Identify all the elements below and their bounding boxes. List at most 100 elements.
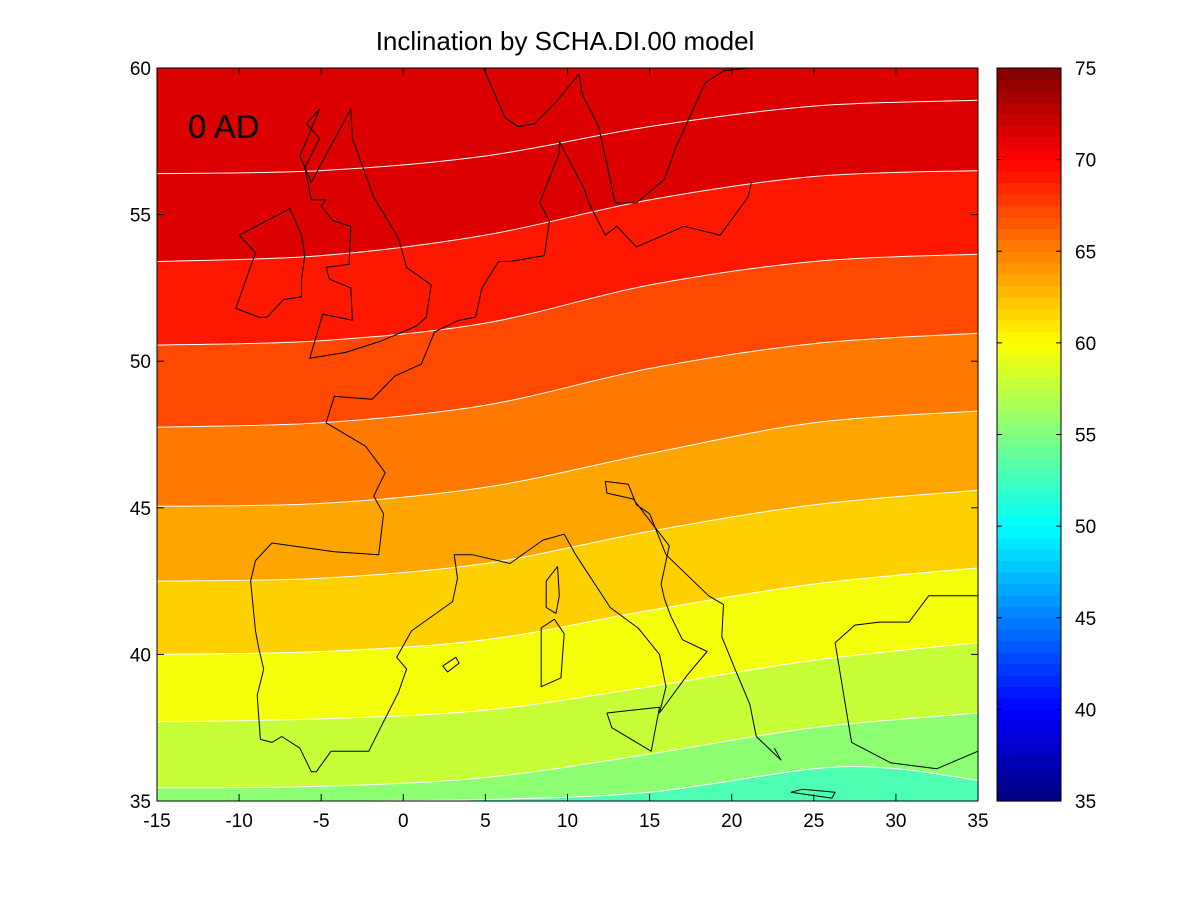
x-tick-label: -15	[143, 811, 170, 832]
colorbar-strip	[997, 171, 1061, 184]
colorbar-strip	[997, 423, 1061, 436]
colorbar-strip	[997, 537, 1061, 550]
x-tick-label: 30	[885, 811, 906, 832]
isoline-58	[157, 642, 978, 723]
coastline-corsica	[545, 566, 560, 614]
colorbar-strip	[997, 743, 1061, 756]
colorbar-strip	[997, 113, 1061, 126]
coastline-ireland	[235, 208, 306, 318]
colorbar-strip	[997, 571, 1061, 584]
colorbar-strip	[997, 388, 1061, 401]
colorbar-strip	[997, 514, 1061, 527]
colorbar-tick-label: 60	[1075, 334, 1096, 355]
coastline-sardinia	[540, 618, 565, 688]
isoline-56	[157, 712, 978, 789]
colorbar-strip	[997, 136, 1061, 149]
colorbar: 35 40 45 50 55 60 65 70 75	[996, 59, 1096, 813]
colorbar-tick-label: 75	[1075, 59, 1096, 80]
colorbar-strip	[997, 503, 1061, 516]
colorbar-strip	[997, 411, 1061, 424]
colorbar-strip	[997, 159, 1061, 172]
colorbar-strip	[997, 594, 1061, 607]
colorbar-strip	[997, 709, 1061, 722]
colorbar-strip	[997, 365, 1061, 378]
colorbar-strip	[997, 686, 1061, 699]
colorbar-strip	[997, 457, 1061, 470]
isoline-70	[157, 170, 978, 262]
colorbar-strip	[997, 239, 1061, 252]
colorbar-tick-label: 65	[1075, 242, 1096, 263]
colorbar-strip	[997, 755, 1061, 768]
y-axis-ticks: 35 40 45 50 55 60	[130, 59, 978, 813]
colorbar-strip	[997, 778, 1061, 791]
colorbar-strip	[997, 193, 1061, 207]
colorbar-strip	[997, 251, 1061, 264]
colorbar-strip	[997, 354, 1061, 367]
colorbar-tick-label: 50	[1075, 517, 1096, 538]
colorbar-strip	[997, 697, 1061, 710]
colorbar-strip	[997, 652, 1061, 665]
colorbar-strip	[997, 480, 1061, 493]
x-tick-label: 25	[803, 811, 824, 832]
colorbar-tick-label: 55	[1075, 426, 1096, 447]
colorbar-strip	[997, 262, 1061, 275]
colorbar-strip	[997, 617, 1061, 630]
x-tick-label: 0	[398, 811, 409, 832]
colorbar-strip	[997, 526, 1061, 539]
coastline-iberia-france-italy-balkans-mainland	[250, 480, 782, 773]
x-tick-label: 15	[639, 811, 660, 832]
colorbar-strip	[997, 102, 1061, 115]
x-tick-label: 35	[967, 811, 988, 832]
colorbar-tick-label: 40	[1075, 700, 1096, 721]
colorbar-strip	[997, 319, 1061, 333]
colorbar-tick-label: 45	[1075, 609, 1096, 630]
isoline-68	[157, 253, 978, 346]
isoline-62	[157, 489, 978, 582]
colorbar-strip	[997, 331, 1061, 344]
colorbar-strip	[997, 68, 1061, 81]
coastlines	[235, 68, 978, 799]
contour-lines	[157, 99, 978, 801]
chart-title: Inclination by SCHA.DI.00 model	[376, 26, 755, 56]
colorbar-ticks: 35 40 45 50 55 60 65 70 75	[997, 59, 1096, 813]
inclination-bands	[157, 100, 978, 801]
colorbar-strip	[997, 297, 1061, 310]
colorbar-tick-label: 35	[1075, 792, 1096, 813]
colorbar-strip	[997, 732, 1061, 745]
y-tick-label: 55	[130, 206, 151, 227]
band-below-54	[157, 766, 978, 801]
colorbar-strip	[997, 434, 1061, 447]
colorbar-strip	[997, 182, 1061, 195]
epoch-label: 0 AD	[188, 108, 260, 145]
coastline-sicily	[606, 706, 660, 752]
colorbar-strip	[997, 90, 1061, 103]
colorbar-tick-label: 70	[1075, 151, 1096, 172]
isoline-72	[157, 99, 978, 175]
colorbar-strip	[997, 491, 1061, 504]
coastline-crete	[790, 788, 836, 799]
colorbar-strip	[997, 675, 1061, 688]
colorbar-strip	[997, 285, 1061, 298]
y-tick-label: 60	[130, 59, 151, 80]
coastline-atlantic-coast-france-lowlands	[255, 140, 752, 561]
colorbar-gradient	[997, 68, 1061, 802]
colorbar-strip	[997, 549, 1061, 562]
colorbar-strip	[997, 720, 1061, 733]
x-tick-label: 5	[480, 811, 491, 832]
colorbar-strip	[997, 205, 1061, 218]
colorbar-strip	[997, 274, 1061, 287]
colorbar-strip	[997, 468, 1061, 481]
isoline-64	[157, 410, 978, 507]
coastline-anatolia	[834, 595, 978, 770]
colorbar-strip	[997, 308, 1061, 321]
colorbar-strip	[997, 789, 1061, 802]
y-tick-label: 35	[130, 792, 151, 813]
colorbar-strip	[997, 560, 1061, 573]
x-tick-label: -10	[225, 811, 252, 832]
isoline-54	[304, 765, 978, 801]
colorbar-strip	[997, 79, 1061, 92]
colorbar-strip	[997, 766, 1061, 779]
colorbar-strip	[997, 583, 1061, 596]
isoline-60	[157, 567, 978, 655]
